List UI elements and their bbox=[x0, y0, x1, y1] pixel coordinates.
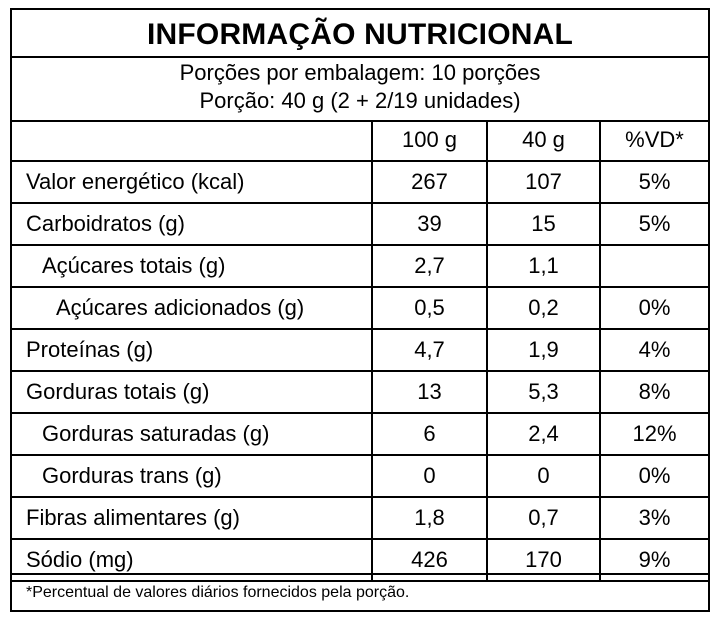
value-per-100g: 13 bbox=[371, 370, 488, 414]
value-per-serving: 1,9 bbox=[486, 328, 601, 372]
value-daily-value: 0% bbox=[599, 286, 708, 330]
value-per-serving: 0,7 bbox=[486, 496, 601, 540]
column-header-per-serving: 40 g bbox=[486, 120, 601, 162]
nutrient-name: Carboidratos (g) bbox=[12, 202, 373, 246]
value-per-100g: 267 bbox=[371, 160, 488, 204]
value-per-100g: 6 bbox=[371, 412, 488, 456]
column-header-per-100g: 100 g bbox=[371, 120, 488, 162]
daily-value-footnote: *Percentual de valores diários fornecido… bbox=[12, 573, 708, 612]
label-header: INFORMAÇÃO NUTRICIONAL Porções por embal… bbox=[12, 10, 708, 122]
servings-per-package: Porções por embalagem: 10 porções bbox=[179, 60, 541, 85]
table-row: Gorduras trans (g) 0 0 0% bbox=[12, 454, 708, 498]
label-title: INFORMAÇÃO NUTRICIONAL bbox=[146, 18, 574, 51]
table-row: Fibras alimentares (g) 1,8 0,7 3% bbox=[12, 496, 708, 540]
value-per-100g: 0,5 bbox=[371, 286, 488, 330]
table-header-row: 100 g 40 g %VD* bbox=[12, 120, 708, 162]
nutrient-name: Valor energético (kcal) bbox=[12, 160, 373, 204]
value-per-serving: 2,4 bbox=[486, 412, 601, 456]
value-daily-value: 12% bbox=[599, 412, 708, 456]
value-per-serving: 0,2 bbox=[486, 286, 601, 330]
value-per-100g: 1,8 bbox=[371, 496, 488, 540]
table-row: Gorduras totais (g) 13 5,3 8% bbox=[12, 370, 708, 414]
title-divider bbox=[12, 56, 708, 58]
value-daily-value: 3% bbox=[599, 496, 708, 540]
column-header-daily-value: %VD* bbox=[599, 120, 708, 162]
table-row: Proteínas (g) 4,7 1,9 4% bbox=[12, 328, 708, 372]
serving-size: Porção: 40 g (2 + 2/19 unidades) bbox=[199, 88, 521, 113]
value-per-100g: 0 bbox=[371, 454, 488, 498]
nutrient-name: Fibras alimentares (g) bbox=[12, 496, 373, 540]
value-per-serving: 1,1 bbox=[486, 244, 601, 288]
value-per-serving: 5,3 bbox=[486, 370, 601, 414]
value-daily-value bbox=[599, 244, 708, 288]
table-row: Carboidratos (g) 39 15 5% bbox=[12, 202, 708, 246]
nutrient-name: Açúcares totais (g) bbox=[12, 244, 373, 288]
value-daily-value: 5% bbox=[599, 160, 708, 204]
value-per-serving: 15 bbox=[486, 202, 601, 246]
value-daily-value: 4% bbox=[599, 328, 708, 372]
value-per-serving: 0 bbox=[486, 454, 601, 498]
nutrition-facts-label: INFORMAÇÃO NUTRICIONAL Porções por embal… bbox=[10, 8, 710, 612]
value-daily-value: 8% bbox=[599, 370, 708, 414]
nutrient-name: Gorduras totais (g) bbox=[12, 370, 373, 414]
value-per-100g: 2,7 bbox=[371, 244, 488, 288]
value-daily-value: 5% bbox=[599, 202, 708, 246]
column-header-nutrient bbox=[12, 120, 373, 162]
nutrient-name: Açúcares adicionados (g) bbox=[12, 286, 373, 330]
value-daily-value: 0% bbox=[599, 454, 708, 498]
table-row: Açúcares totais (g) 2,7 1,1 bbox=[12, 244, 708, 288]
value-per-100g: 39 bbox=[371, 202, 488, 246]
table-row: Açúcares adicionados (g) 0,5 0,2 0% bbox=[12, 286, 708, 330]
value-per-100g: 4,7 bbox=[371, 328, 488, 372]
nutrient-name: Gorduras saturadas (g) bbox=[12, 412, 373, 456]
table-row: Gorduras saturadas (g) 6 2,4 12% bbox=[12, 412, 708, 456]
nutrition-table: 100 g 40 g %VD* Valor energético (kcal) … bbox=[12, 120, 708, 582]
table-row: Valor energético (kcal) 267 107 5% bbox=[12, 160, 708, 204]
nutrient-name: Gorduras trans (g) bbox=[12, 454, 373, 498]
nutrient-name: Proteínas (g) bbox=[12, 328, 373, 372]
value-per-serving: 107 bbox=[486, 160, 601, 204]
